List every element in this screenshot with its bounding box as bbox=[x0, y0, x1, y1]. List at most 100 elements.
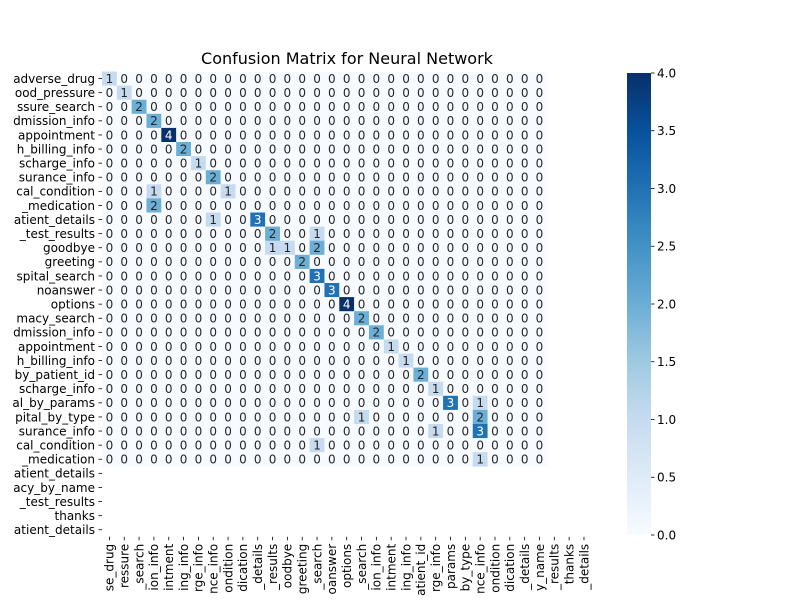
cell-value-label: 0 bbox=[506, 410, 514, 424]
heatmap-cell bbox=[190, 339, 207, 354]
cell-value-label: 0 bbox=[165, 283, 173, 297]
heatmap-cell bbox=[383, 325, 399, 340]
cell-value-label: 0 bbox=[521, 114, 529, 128]
cell-value-label: 0 bbox=[432, 86, 440, 100]
heatmap-cell bbox=[116, 297, 132, 312]
cell-value-label: 0 bbox=[239, 171, 247, 185]
heatmap-cell bbox=[279, 297, 296, 312]
cell-value-label: 0 bbox=[135, 199, 143, 213]
heatmap-cell bbox=[443, 424, 459, 439]
cell-value-label: 0 bbox=[432, 453, 440, 467]
cell-value-label: 0 bbox=[491, 86, 499, 100]
cell-value-label: 0 bbox=[328, 156, 336, 170]
colorbar: 0.00.51.01.52.02.53.03.54.0 bbox=[627, 66, 676, 542]
cell-value-label: 1 bbox=[432, 424, 440, 438]
heatmap-cell bbox=[354, 254, 370, 270]
heatmap-cell bbox=[161, 438, 177, 453]
cell-value-label: 0 bbox=[135, 171, 143, 185]
heatmap-cell bbox=[354, 409, 370, 425]
heatmap-cell bbox=[398, 142, 414, 157]
heatmap-cell bbox=[443, 156, 459, 171]
heatmap-cell bbox=[457, 198, 474, 213]
cell-value-label: 0 bbox=[432, 396, 440, 410]
heatmap-cell bbox=[176, 395, 192, 411]
cell-value-label: 0 bbox=[521, 72, 529, 86]
heatmap-cell bbox=[176, 297, 192, 312]
cell-value-label: 0 bbox=[373, 297, 381, 311]
heatmap-cell bbox=[116, 311, 132, 326]
cell-value-label: 0 bbox=[313, 142, 321, 156]
cell-value-label: 0 bbox=[298, 199, 306, 213]
heatmap-cell bbox=[161, 254, 177, 270]
cell-value-label: 0 bbox=[447, 368, 455, 382]
cell-value-label: 0 bbox=[462, 227, 470, 241]
heatmap-cell bbox=[220, 438, 236, 453]
cell-value-label: 0 bbox=[209, 72, 217, 86]
cell-value-label: 0 bbox=[298, 283, 306, 297]
x-tick-label: params bbox=[444, 544, 458, 589]
cell-value-label: 0 bbox=[135, 72, 143, 86]
heatmap-cell bbox=[398, 367, 414, 382]
heatmap-cell bbox=[146, 99, 162, 115]
heatmap-cell bbox=[487, 71, 503, 86]
heatmap-cell bbox=[383, 240, 399, 256]
cell-value-label: 0 bbox=[239, 396, 247, 410]
heatmap-cell bbox=[190, 424, 207, 439]
cell-value-label: 0 bbox=[521, 396, 529, 410]
cell-value-label: 0 bbox=[358, 438, 366, 452]
cell-value-label: 0 bbox=[224, 382, 232, 396]
cell-value-label: 0 bbox=[447, 185, 455, 199]
heatmap-cell bbox=[383, 99, 399, 115]
cell-value-label: 0 bbox=[476, 368, 484, 382]
heatmap-cell bbox=[220, 424, 236, 439]
heatmap-cell bbox=[220, 226, 236, 241]
heatmap-cell bbox=[398, 353, 414, 368]
cell-value-label: 0 bbox=[313, 185, 321, 199]
heatmap-cell bbox=[102, 184, 118, 199]
heatmap-cell bbox=[443, 170, 459, 185]
heatmap-cell bbox=[383, 381, 399, 397]
cell-value-label: 0 bbox=[328, 171, 336, 185]
cell-value-label: 0 bbox=[387, 368, 395, 382]
cell-value-label: 0 bbox=[358, 396, 366, 410]
cell-value-label: 0 bbox=[536, 86, 544, 100]
heatmap-cell bbox=[205, 409, 221, 425]
heatmap-cell bbox=[294, 226, 310, 241]
heatmap-cell bbox=[413, 325, 429, 340]
cell-value-label: 0 bbox=[491, 326, 499, 340]
cell-value-label: 0 bbox=[224, 326, 232, 340]
cell-value-label: 0 bbox=[462, 410, 470, 424]
cell-value-label: 0 bbox=[298, 368, 306, 382]
cell-value-label: 0 bbox=[165, 227, 173, 241]
cell-value-label: 0 bbox=[106, 185, 114, 199]
heatmap-cell bbox=[428, 381, 444, 397]
cell-value-label: 0 bbox=[209, 255, 217, 269]
cell-value-label: 0 bbox=[536, 72, 544, 86]
heatmap-cell bbox=[235, 339, 251, 354]
heatmap-cell bbox=[502, 438, 518, 453]
heatmap-cell bbox=[487, 170, 503, 185]
cell-value-label: 0 bbox=[432, 340, 440, 354]
cell-value-label: 0 bbox=[150, 86, 158, 100]
cell-value-label: 0 bbox=[180, 199, 188, 213]
cell-value-label: 0 bbox=[165, 72, 173, 86]
cell-value-label: 0 bbox=[447, 382, 455, 396]
cell-value-label: 0 bbox=[269, 382, 277, 396]
heatmap-cell bbox=[517, 184, 533, 199]
heatmap-cell bbox=[354, 424, 370, 439]
heatmap-cell bbox=[279, 156, 296, 171]
heatmap-cell bbox=[176, 311, 192, 326]
heatmap-cell bbox=[102, 198, 118, 213]
heatmap-cell bbox=[161, 283, 177, 298]
heatmap-cell bbox=[398, 85, 414, 100]
cell-value-label: 0 bbox=[387, 269, 395, 283]
heatmap-cell bbox=[235, 438, 251, 453]
heatmap-cell bbox=[502, 339, 518, 354]
heatmap-cell bbox=[443, 99, 459, 115]
heatmap-cell bbox=[354, 156, 370, 171]
y-tick-label: adverse_drug bbox=[13, 72, 95, 86]
heatmap-cell bbox=[532, 268, 548, 284]
heatmap-cell bbox=[116, 268, 132, 284]
heatmap-cell bbox=[472, 268, 488, 284]
heatmap-cell bbox=[428, 198, 444, 213]
